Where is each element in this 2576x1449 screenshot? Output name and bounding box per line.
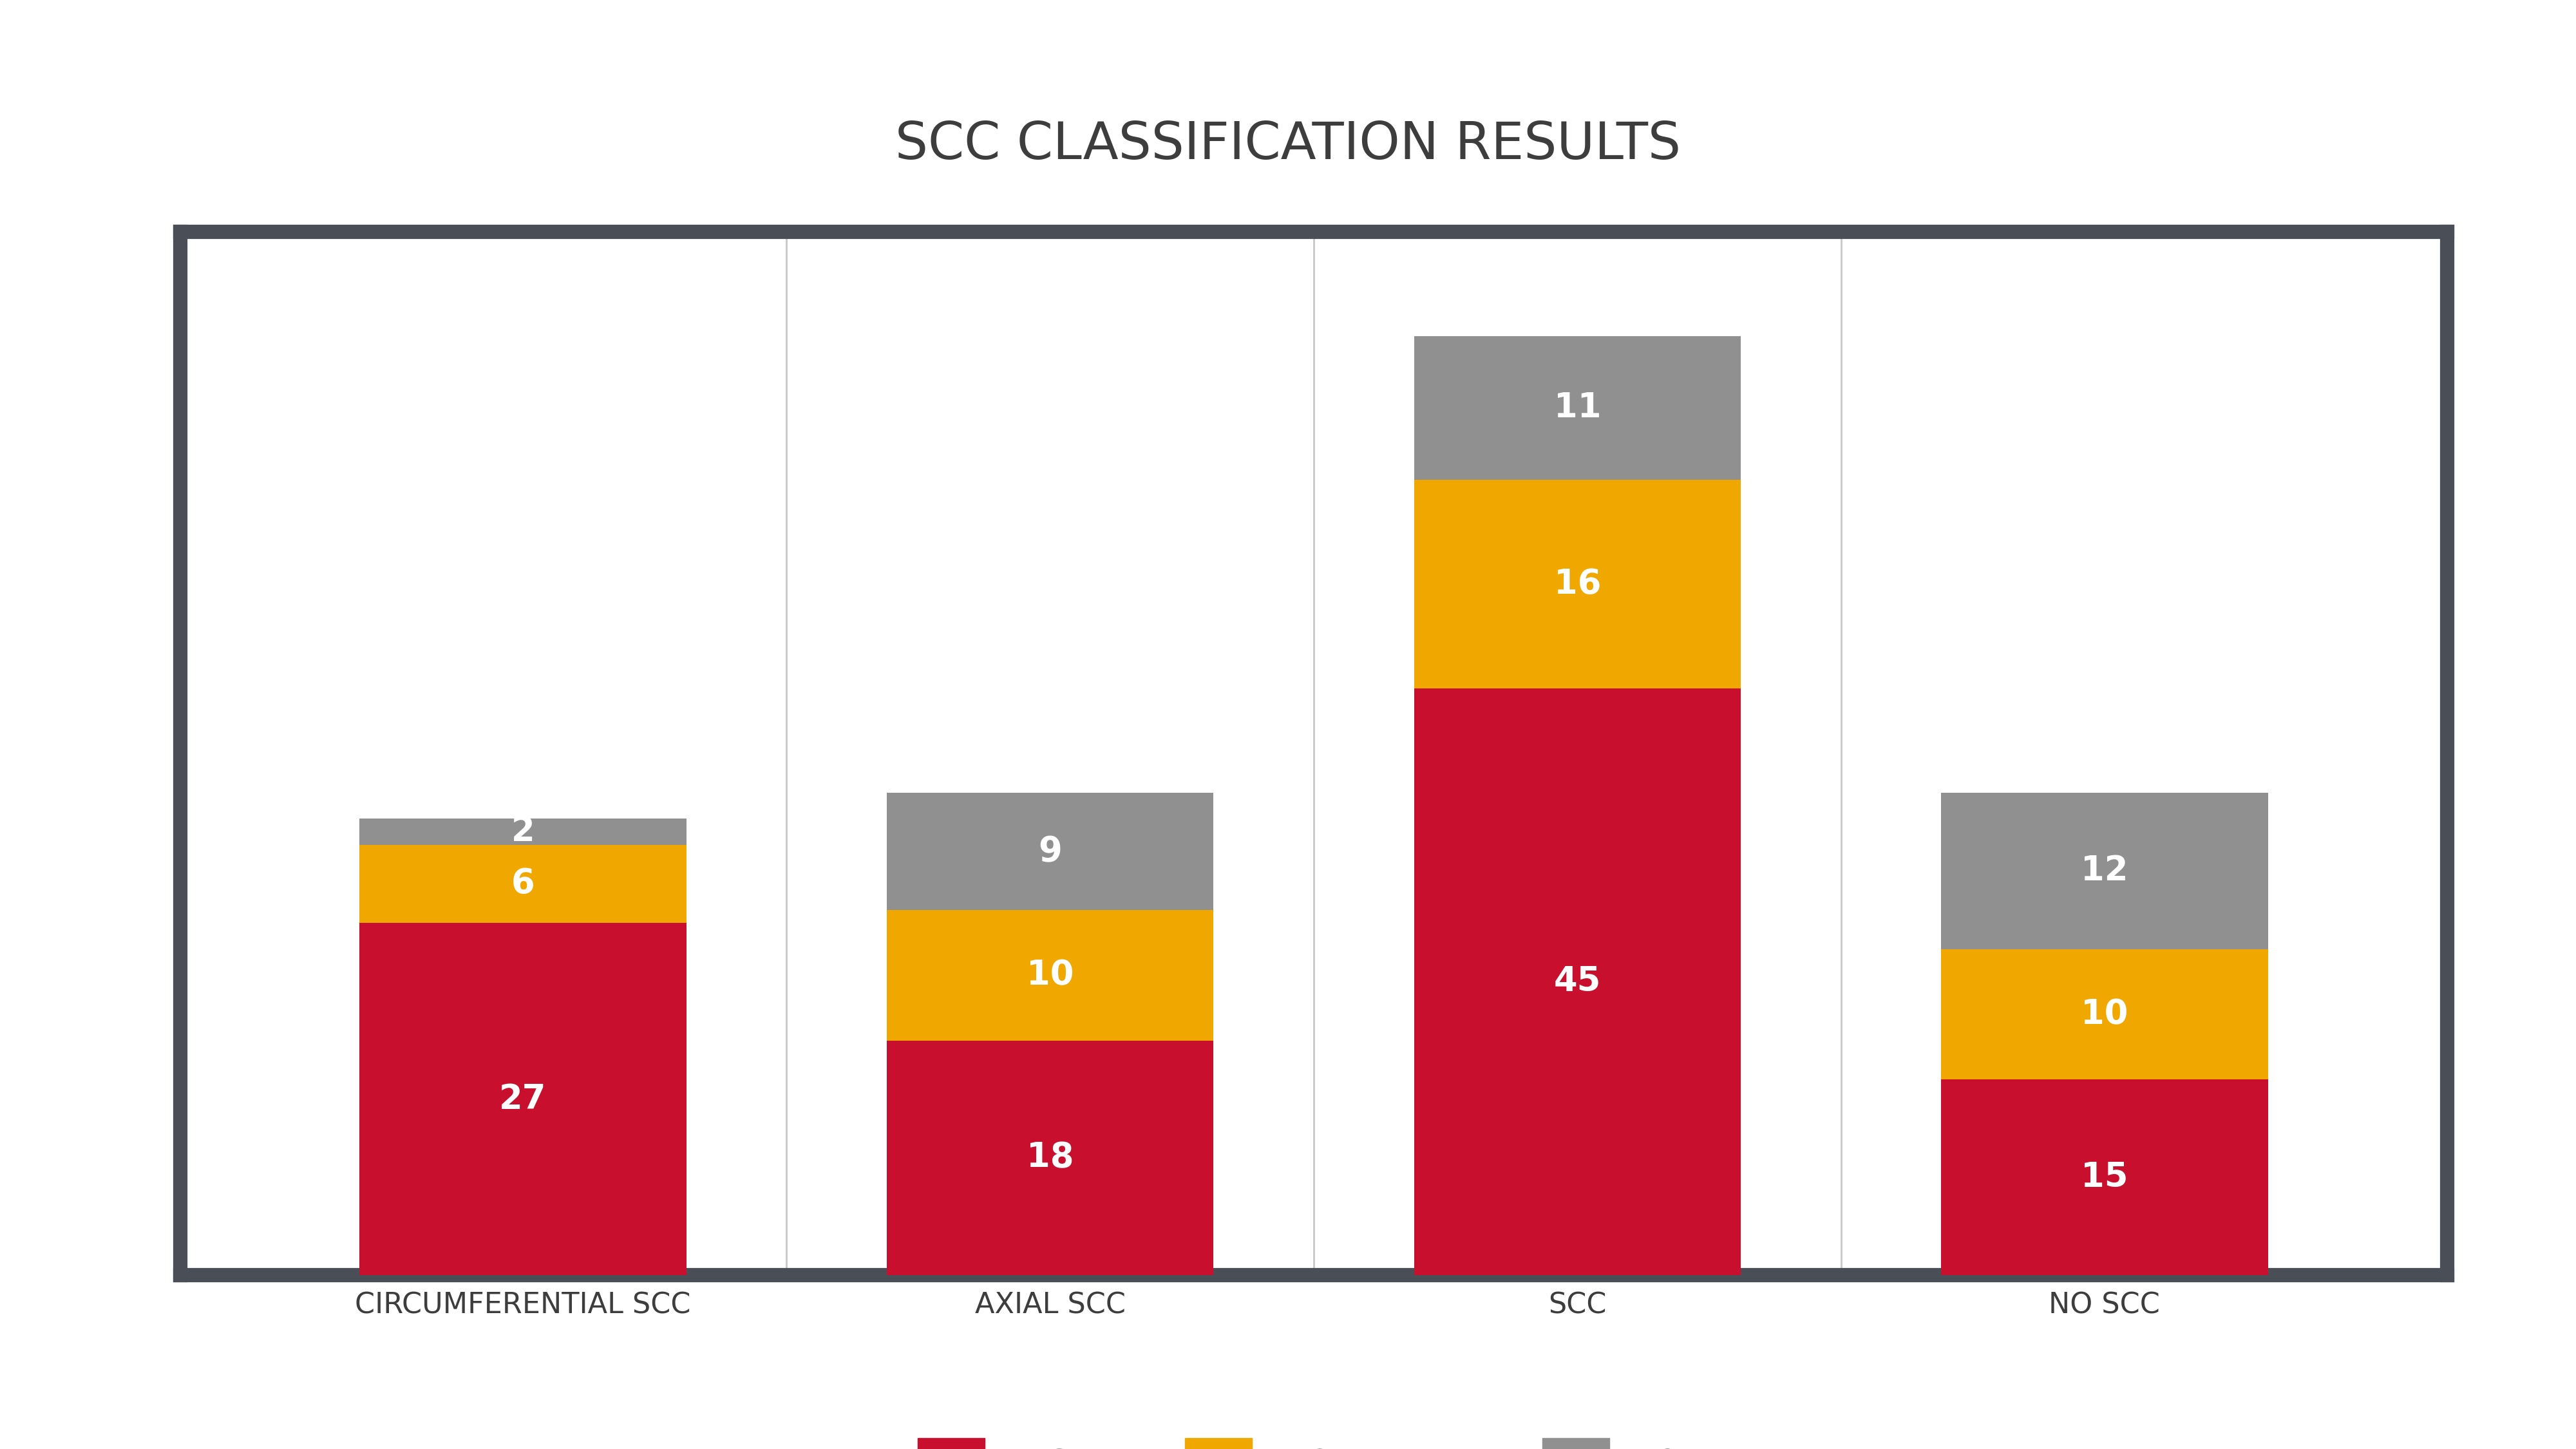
Bar — [361, 923, 685, 1275]
Text: 18: 18 — [1025, 1140, 1074, 1175]
Bar — [1942, 949, 2267, 1080]
Bar — [1942, 793, 2267, 949]
Bar — [886, 910, 1213, 1040]
Text: 10: 10 — [2081, 997, 2128, 1032]
Bar — [1414, 480, 1741, 688]
Text: 6: 6 — [510, 867, 536, 901]
Legend: HIGH, MODERATE, LOW: HIGH, MODERATE, LOW — [907, 1426, 1721, 1449]
Text: 16: 16 — [1553, 567, 1602, 601]
Text: 15: 15 — [2081, 1161, 2128, 1194]
Text: 2: 2 — [510, 814, 536, 849]
Text: 45: 45 — [1553, 965, 1600, 998]
Bar — [886, 793, 1213, 910]
Bar — [1414, 336, 1741, 480]
Text: SCC CLASSIFICATION RESULTS: SCC CLASSIFICATION RESULTS — [896, 120, 1680, 170]
Bar — [361, 819, 685, 845]
Text: 10: 10 — [1028, 958, 1074, 993]
Bar — [1942, 1080, 2267, 1275]
Text: 12: 12 — [2081, 853, 2128, 888]
Text: 27: 27 — [500, 1082, 546, 1116]
Bar — [1414, 688, 1741, 1275]
Bar — [886, 1040, 1213, 1275]
Text: 9: 9 — [1038, 835, 1061, 868]
Bar — [361, 845, 685, 923]
Text: 11: 11 — [1553, 391, 1602, 425]
